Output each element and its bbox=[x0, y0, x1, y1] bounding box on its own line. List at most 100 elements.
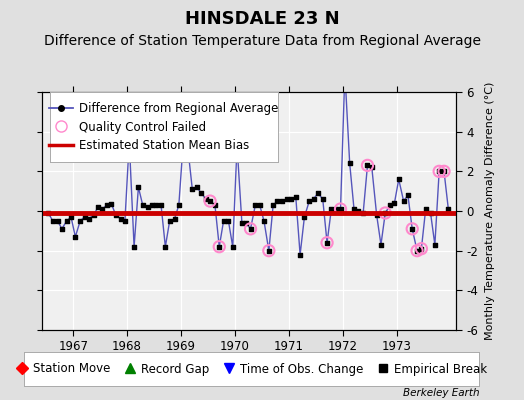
Point bbox=[188, 186, 196, 192]
Point bbox=[403, 192, 412, 198]
Point bbox=[274, 198, 282, 204]
Point bbox=[174, 202, 183, 208]
Point bbox=[413, 248, 421, 254]
Point bbox=[336, 206, 345, 212]
Point bbox=[373, 212, 381, 218]
Point bbox=[220, 218, 228, 224]
Point bbox=[98, 206, 106, 212]
Point bbox=[309, 196, 318, 202]
Point bbox=[152, 202, 160, 208]
Point bbox=[390, 200, 399, 206]
Point bbox=[408, 226, 417, 232]
Point bbox=[417, 246, 425, 252]
Point bbox=[233, 142, 241, 149]
Point bbox=[345, 160, 354, 166]
Point bbox=[157, 202, 165, 208]
Point bbox=[202, 196, 210, 202]
Text: HINSDALE 23 N: HINSDALE 23 N bbox=[184, 10, 340, 28]
Point bbox=[300, 214, 309, 220]
Point bbox=[76, 218, 84, 224]
Point bbox=[399, 198, 408, 204]
Point bbox=[265, 248, 273, 254]
Point bbox=[287, 196, 295, 202]
Point bbox=[278, 198, 287, 204]
Point bbox=[94, 204, 102, 210]
Text: Difference of Station Temperature Data from Regional Average: Difference of Station Temperature Data f… bbox=[43, 34, 481, 48]
Point bbox=[206, 198, 214, 204]
Point bbox=[90, 212, 98, 218]
Point bbox=[395, 176, 403, 182]
Point bbox=[53, 218, 62, 224]
Point bbox=[421, 206, 430, 212]
Point bbox=[49, 218, 57, 224]
Point bbox=[251, 202, 259, 208]
Point bbox=[435, 168, 443, 174]
Point bbox=[377, 242, 385, 248]
Y-axis label: Monthly Temperature Anomaly Difference (°C): Monthly Temperature Anomaly Difference (… bbox=[485, 82, 495, 340]
Text: Berkeley Earth: Berkeley Earth bbox=[403, 388, 479, 398]
Point bbox=[440, 168, 448, 174]
Point bbox=[319, 196, 327, 202]
Point bbox=[179, 140, 188, 147]
Point bbox=[107, 201, 116, 207]
Point bbox=[121, 218, 129, 224]
Point bbox=[80, 214, 89, 220]
Point bbox=[246, 226, 255, 232]
Point bbox=[269, 202, 277, 208]
Point bbox=[125, 138, 134, 145]
Point bbox=[58, 226, 66, 232]
Point bbox=[206, 198, 214, 204]
Point bbox=[67, 214, 75, 220]
Point bbox=[282, 196, 291, 202]
Point bbox=[323, 240, 331, 246]
Point bbox=[265, 248, 273, 254]
Point bbox=[359, 210, 367, 216]
Point bbox=[84, 216, 93, 222]
Point bbox=[138, 202, 147, 208]
Point bbox=[215, 244, 223, 250]
Point bbox=[116, 216, 125, 222]
Point bbox=[228, 244, 237, 250]
Point bbox=[417, 246, 425, 252]
Legend: Difference from Regional Average, Quality Control Failed, Estimated Station Mean: Difference from Regional Average, Qualit… bbox=[45, 98, 283, 156]
Point bbox=[112, 212, 120, 218]
Point bbox=[71, 234, 80, 240]
Point bbox=[184, 146, 192, 153]
Point bbox=[62, 218, 71, 224]
Point bbox=[103, 202, 111, 208]
Point bbox=[381, 210, 389, 216]
Point bbox=[427, 210, 435, 216]
Point bbox=[238, 220, 246, 226]
Point bbox=[435, 168, 443, 174]
Point bbox=[161, 244, 170, 250]
Point bbox=[260, 218, 268, 224]
Point bbox=[305, 198, 313, 204]
Point bbox=[363, 162, 372, 168]
Point bbox=[350, 206, 358, 212]
Point bbox=[363, 162, 372, 168]
Point bbox=[354, 208, 363, 214]
Point bbox=[256, 202, 264, 208]
Point bbox=[408, 226, 417, 232]
Point bbox=[296, 252, 304, 258]
Point bbox=[242, 220, 250, 226]
Point bbox=[327, 206, 335, 212]
Point bbox=[134, 184, 143, 190]
Point bbox=[341, 69, 349, 75]
Point bbox=[314, 190, 322, 196]
Point bbox=[444, 206, 453, 212]
Point bbox=[323, 240, 331, 246]
Point bbox=[144, 204, 152, 210]
Legend: Station Move, Record Gap, Time of Obs. Change, Empirical Break: Station Move, Record Gap, Time of Obs. C… bbox=[13, 359, 490, 379]
Point bbox=[413, 248, 421, 254]
Point bbox=[224, 218, 233, 224]
Point bbox=[381, 210, 389, 216]
Point bbox=[170, 216, 179, 222]
Point bbox=[166, 218, 174, 224]
Point bbox=[291, 194, 300, 200]
Point bbox=[125, 138, 134, 145]
Point bbox=[440, 168, 448, 174]
Point bbox=[179, 140, 188, 147]
Point bbox=[431, 242, 439, 248]
Point bbox=[130, 244, 138, 250]
